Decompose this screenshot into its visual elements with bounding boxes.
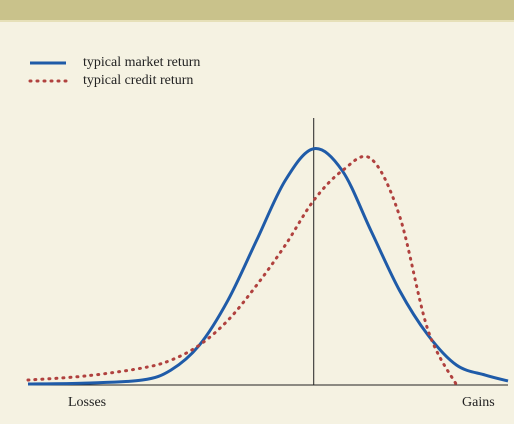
series-line: [27, 147, 509, 386]
legend-label: typical credit return: [83, 73, 193, 88]
header-rule: [0, 20, 514, 22]
x-label-left: Losses: [68, 395, 106, 410]
series-line: [26, 154, 459, 387]
x-label-right: Gains: [462, 395, 495, 410]
legend-label: typical market return: [83, 55, 200, 70]
header-band: [0, 0, 514, 20]
